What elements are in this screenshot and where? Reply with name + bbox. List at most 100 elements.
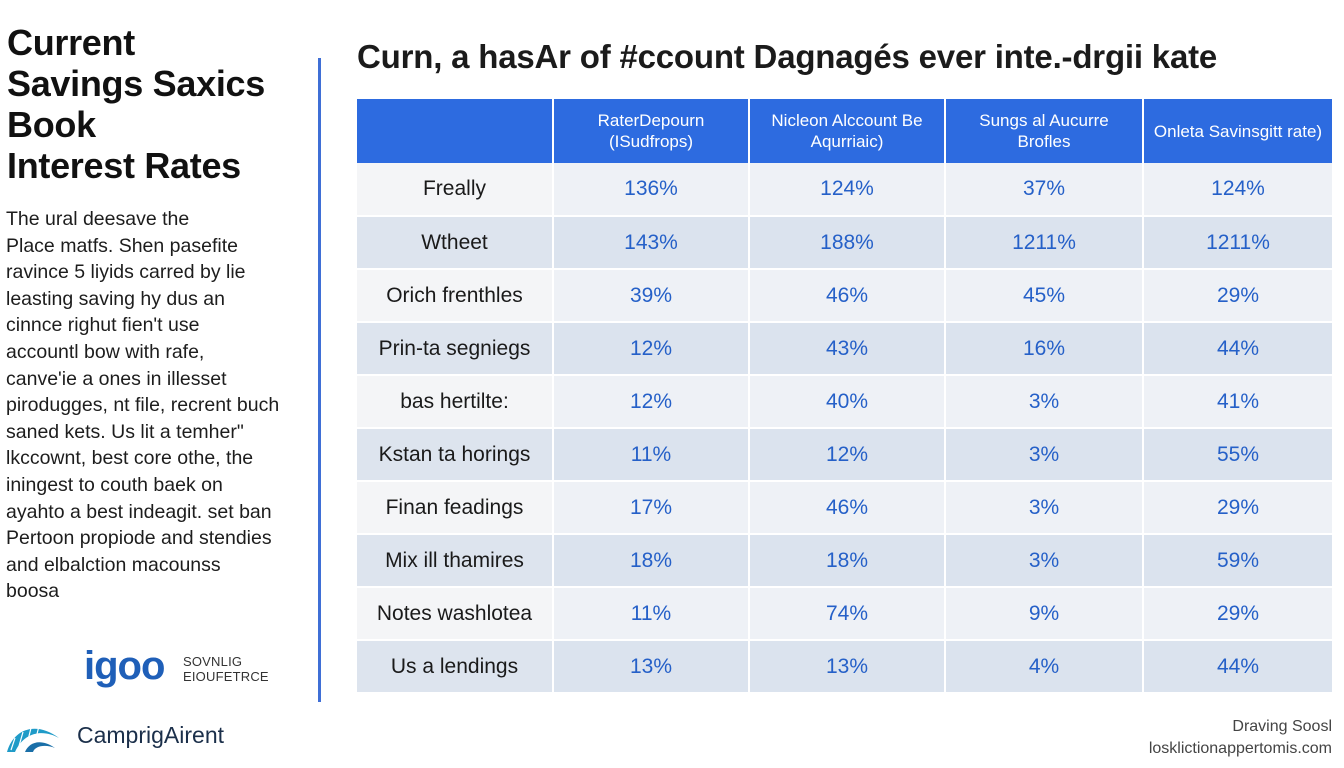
row-label: Finan feadings [357, 481, 554, 535]
table-cell: 55% [1143, 428, 1334, 482]
body-line: Pertoon propiode and stendies [6, 527, 272, 550]
footer-credit: Draving Soosl losklictionappertomis.com [1149, 716, 1332, 760]
table-cell: 37% [945, 163, 1144, 217]
body-line: canve'ie a ones in illesset [6, 367, 227, 390]
table-cell: 40% [749, 375, 946, 429]
table-cell: 46% [749, 269, 946, 323]
table-cell: 3% [945, 375, 1144, 429]
table-cell: 16% [945, 322, 1144, 376]
body-line: pirodugges, nt file, recrent buch [6, 394, 280, 417]
table-cell: 12% [553, 322, 750, 376]
body-line: cinnce righut fien't use [6, 314, 200, 337]
page-title: Curn, a hasAr of #ccount Dagnagés ever i… [357, 38, 1218, 75]
table-cell: 188% [749, 216, 946, 270]
table-cell: 12% [749, 428, 946, 482]
table-row: bas hertilte: 12% 40% 3% 41% [357, 375, 1334, 429]
row-label: Freally [357, 163, 554, 217]
igoo-logo: igoo [84, 644, 165, 688]
column-header: Sungs al Aucurre Brofles [945, 99, 1144, 163]
body-line: ayahto a best indeagit. set ban [6, 500, 272, 523]
table-row: Finan feadings 17% 46% 3% 29% [357, 481, 1334, 535]
left-title-line: Savings Saxics [7, 63, 265, 104]
table-cell: 124% [1143, 163, 1334, 217]
table-cell: 143% [553, 216, 750, 270]
table-cell: 9% [945, 587, 1144, 641]
table-cell: 46% [749, 481, 946, 535]
table-cell: 43% [749, 322, 946, 376]
footer-line: Draving Soosl [1232, 718, 1332, 735]
body-line: accountl bow with rafe, [6, 340, 205, 363]
table-cell: 18% [553, 534, 750, 588]
table-cell: 29% [1143, 269, 1334, 323]
body-line: The ural deesave the [6, 208, 190, 230]
table-cell: 45% [945, 269, 1144, 323]
table-cell: 29% [1143, 587, 1334, 641]
row-label: Orich frenthles [357, 269, 554, 323]
igoo-logo-subtext: SOVNLIG EIOUFETRCE [183, 654, 269, 684]
table-cell: 136% [553, 163, 750, 217]
table-row: Notes washlotea 11% 74% 9% 29% [357, 587, 1334, 641]
body-line: saned kets. Us lit a temher" [6, 420, 244, 443]
body-line: Place matfs. Shen pasefite [6, 234, 238, 257]
row-label: Notes washlotea [357, 587, 554, 641]
row-label: Prin-ta segniegs [357, 322, 554, 376]
table-cell: 3% [945, 428, 1144, 482]
column-header: Nicleon Alccount Be Aqurriaic) [749, 99, 946, 163]
table-row: Wtheet 143% 188% 1211% 1211% [357, 216, 1334, 270]
table-cell: 41% [1143, 375, 1334, 429]
row-label: Mix ill thamires [357, 534, 554, 588]
table-cell: 1211% [945, 216, 1144, 270]
table-cell: 11% [553, 428, 750, 482]
left-title-line: Current [7, 22, 135, 63]
table-cell: 12% [553, 375, 750, 429]
left-body-text: The ural deesave the Place matfs. Shen p… [6, 206, 306, 605]
row-label: Wtheet [357, 216, 554, 270]
body-line: iningest to couth baek on [6, 473, 223, 496]
table-cell: 3% [945, 534, 1144, 588]
table-row: Orich frenthles 39% 46% 45% 29% [357, 269, 1334, 323]
table-cell: 18% [749, 534, 946, 588]
column-header-blank [357, 99, 554, 163]
brand-name: CamprigAirent [77, 722, 224, 748]
table-row: Kstan ta horings 11% 12% 3% 55% [357, 428, 1334, 482]
wave-logo-icon [7, 725, 59, 752]
left-title-line: Interest Rates [7, 145, 241, 186]
body-line: ravince 5 liyids carred by lie [6, 261, 246, 284]
table-cell: 44% [1143, 322, 1334, 376]
table-cell: 11% [553, 587, 750, 641]
row-label: bas hertilte: [357, 375, 554, 429]
table-cell: 59% [1143, 534, 1334, 588]
table-row: Prin-ta segniegs 12% 43% 16% 44% [357, 322, 1334, 376]
table-cell: 1211% [1143, 216, 1334, 270]
table-row: Mix ill thamires 18% 18% 3% 59% [357, 534, 1334, 588]
body-line: leasting saving hy dus an [6, 287, 225, 310]
body-line: and elbalction macounss [6, 553, 221, 576]
left-column: Current Savings Saxics Book Interest Rat… [0, 0, 310, 768]
left-title-line: Book [7, 104, 96, 145]
table-cell: 4% [945, 640, 1144, 694]
table-cell: 13% [553, 640, 750, 694]
table-cell: 3% [945, 481, 1144, 535]
table-cell: 17% [553, 481, 750, 535]
brand-sub-line: SOVNLIG [183, 654, 243, 669]
brand-sub-line: EIOUFETRCE [183, 669, 269, 684]
table-row: Us a lendings 13% 13% 4% 44% [357, 640, 1334, 694]
vertical-divider [318, 58, 321, 702]
table-cell: 124% [749, 163, 946, 217]
table-cell: 29% [1143, 481, 1334, 535]
table-cell: 13% [749, 640, 946, 694]
interest-rates-table: RaterDepourn (ISudfrops) Nicleon Alccoun… [357, 99, 1334, 694]
footer-url: losklictionappertomis.com [1148, 740, 1332, 757]
table-cell: 74% [749, 587, 946, 641]
table-row: Freally 136% 124% 37% 124% [357, 163, 1334, 217]
column-header: Onleta Savinsgitt rate) [1143, 99, 1334, 163]
table-header-row: RaterDepourn (ISudfrops) Nicleon Alccoun… [357, 99, 1334, 163]
row-label: Kstan ta horings [357, 428, 554, 482]
row-label: Us a lendings [357, 640, 554, 694]
column-header: RaterDepourn (ISudfrops) [553, 99, 750, 163]
body-line: lkccownt, best core othe, the [6, 447, 254, 470]
body-line: boosa [6, 580, 60, 603]
left-title: Current Savings Saxics Book Interest Rat… [7, 22, 307, 186]
table-cell: 39% [553, 269, 750, 323]
